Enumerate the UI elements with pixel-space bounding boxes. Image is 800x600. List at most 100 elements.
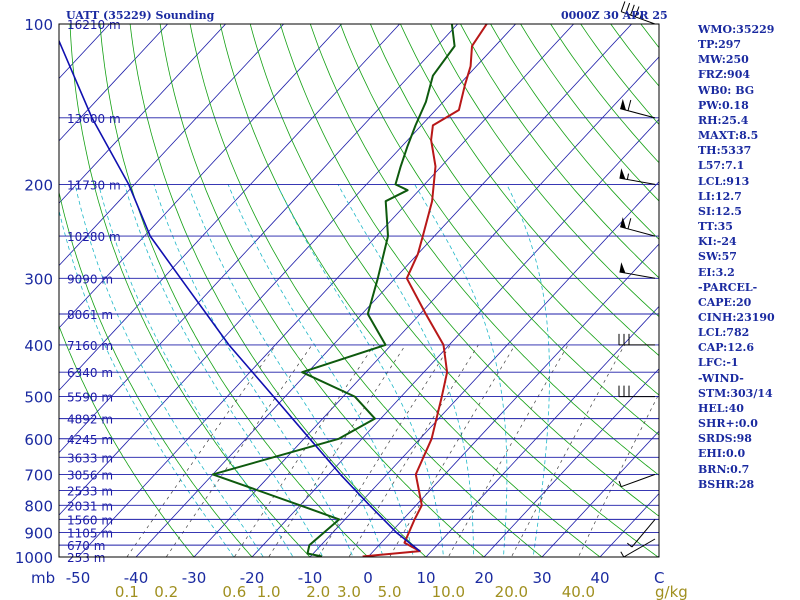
index-value: LFC:-1 [698, 356, 739, 370]
chart-title: UATT (35229) Sounding [66, 9, 215, 22]
moist-adiabat [59, 209, 235, 557]
height-label: 4892 m [67, 413, 113, 427]
moist-adiabat [124, 184, 324, 557]
isotherm-line [59, 24, 227, 204]
temperature-tick-label: 0 [363, 569, 373, 587]
index-value: LCL:913 [698, 174, 750, 188]
isotherm-line [193, 56, 659, 557]
isotherm-line [135, 24, 633, 557]
height-label: 11730 m [67, 178, 121, 192]
index-value: BSHR:28 [698, 477, 755, 491]
pressure-unit-label: mb [31, 569, 55, 587]
mixing-ratio-line [126, 344, 277, 557]
height-label: 2533 m [67, 484, 113, 498]
isotherm-line [59, 24, 343, 329]
mixing-ratio-line [165, 344, 313, 557]
pressure-tick-label: 400 [24, 337, 53, 355]
index-value: WB0: BG [698, 83, 755, 97]
wind-barb [619, 168, 656, 185]
mixing-ratio-line [268, 344, 406, 557]
pressure-tick-label: 200 [24, 176, 53, 194]
temperature-tick-label: -30 [182, 569, 207, 587]
mixing-ratio-line [348, 344, 479, 557]
parcel-line [59, 38, 421, 552]
mixing-ratio-line [511, 344, 625, 557]
isotherm-line [77, 24, 575, 557]
isotherm-line [483, 368, 659, 557]
isotherm-line [59, 24, 169, 142]
index-value: STM:303/14 [698, 386, 773, 400]
temperature-tick-label: 20 [474, 569, 493, 587]
height-label: 3633 m [67, 451, 113, 465]
index-value: FRZ:904 [698, 68, 751, 82]
dry-adiabat [460, 24, 659, 279]
dewpoint-line [211, 24, 456, 557]
isotherm-line [59, 24, 459, 454]
isotherm-line [0, 12, 5, 568]
temperature-tick-label: 40 [590, 569, 609, 587]
index-value: SW:57 [698, 250, 737, 264]
plot-frame [58, 23, 660, 558]
index-value: WMO:35229 [698, 23, 775, 36]
mixing-ratio-label: 0.6 [222, 583, 246, 600]
wind-barb [618, 473, 656, 488]
pressure-tick-label: 800 [24, 497, 53, 515]
dry-adiabat [219, 24, 601, 557]
mixing-ratio-line [447, 344, 569, 557]
height-label: 5590 m [67, 391, 113, 405]
mixing-ratio-label: 0.2 [154, 583, 178, 600]
height-label: 8061 m [67, 308, 113, 322]
index-value: LI:12.7 [698, 189, 742, 203]
index-value: HEL:40 [698, 401, 744, 415]
temperature-unit-label: C [654, 569, 664, 587]
temperature-tick-label: 30 [532, 569, 551, 587]
height-label: 4245 m [67, 433, 113, 447]
pressure-tick-label: 600 [24, 431, 53, 449]
height-label: 1560 m [67, 513, 113, 527]
height-label: 7160 m [67, 339, 113, 353]
temperature-tick-label: -10 [298, 569, 323, 587]
wind-barb [618, 333, 655, 346]
moist-adiabat [276, 184, 444, 557]
dry-adiabat [59, 324, 195, 557]
wind-barb [618, 385, 655, 398]
mixing-ratio-label: 40.0 [562, 583, 595, 600]
index-value: SI:12.5 [698, 204, 742, 218]
moist-adiabat [98, 184, 294, 557]
chart-date: 0000Z 30 APR 25 [561, 9, 668, 22]
index-value: TP:297 [698, 38, 742, 52]
isotherm-line [0, 12, 63, 568]
index-value: CAP:12.6 [698, 341, 755, 355]
wind-barb [619, 262, 656, 279]
index-value: L57:7.1 [698, 159, 745, 173]
sounding-lines [59, 24, 488, 557]
index-value: -PARCEL- [698, 280, 758, 294]
isotherm-line [251, 118, 659, 557]
isotherm-line [59, 24, 285, 267]
dry-adiabat [309, 24, 659, 476]
height-label: 2031 m [67, 499, 113, 513]
height-label: 16210 m [67, 18, 121, 32]
dry-adiabat [59, 190, 253, 557]
isotherm-line [59, 24, 517, 516]
wind-barb [626, 519, 656, 548]
dry-adiabat [189, 24, 543, 557]
height-label: 9090 m [67, 272, 113, 286]
index-value: MAXT:8.5 [698, 129, 759, 143]
moist-adiabat [506, 184, 550, 557]
wind-barb [620, 1, 656, 25]
mixing-ratio-label: 5.0 [378, 583, 402, 600]
index-value: SHR+:0.0 [698, 417, 758, 431]
height-label: 6340 m [67, 366, 113, 380]
moist-adiabat [414, 184, 508, 557]
moist-adiabat [187, 184, 384, 557]
index-value: BRN:0.7 [698, 462, 750, 476]
mixing-ratio-line [578, 393, 659, 557]
mixing-ratio-line [317, 344, 451, 557]
index-value: TT:35 [698, 220, 733, 234]
background-grid [0, 12, 659, 568]
mixing-ratio-label: 3.0 [337, 583, 361, 600]
index-value: PW:0.18 [698, 98, 749, 112]
